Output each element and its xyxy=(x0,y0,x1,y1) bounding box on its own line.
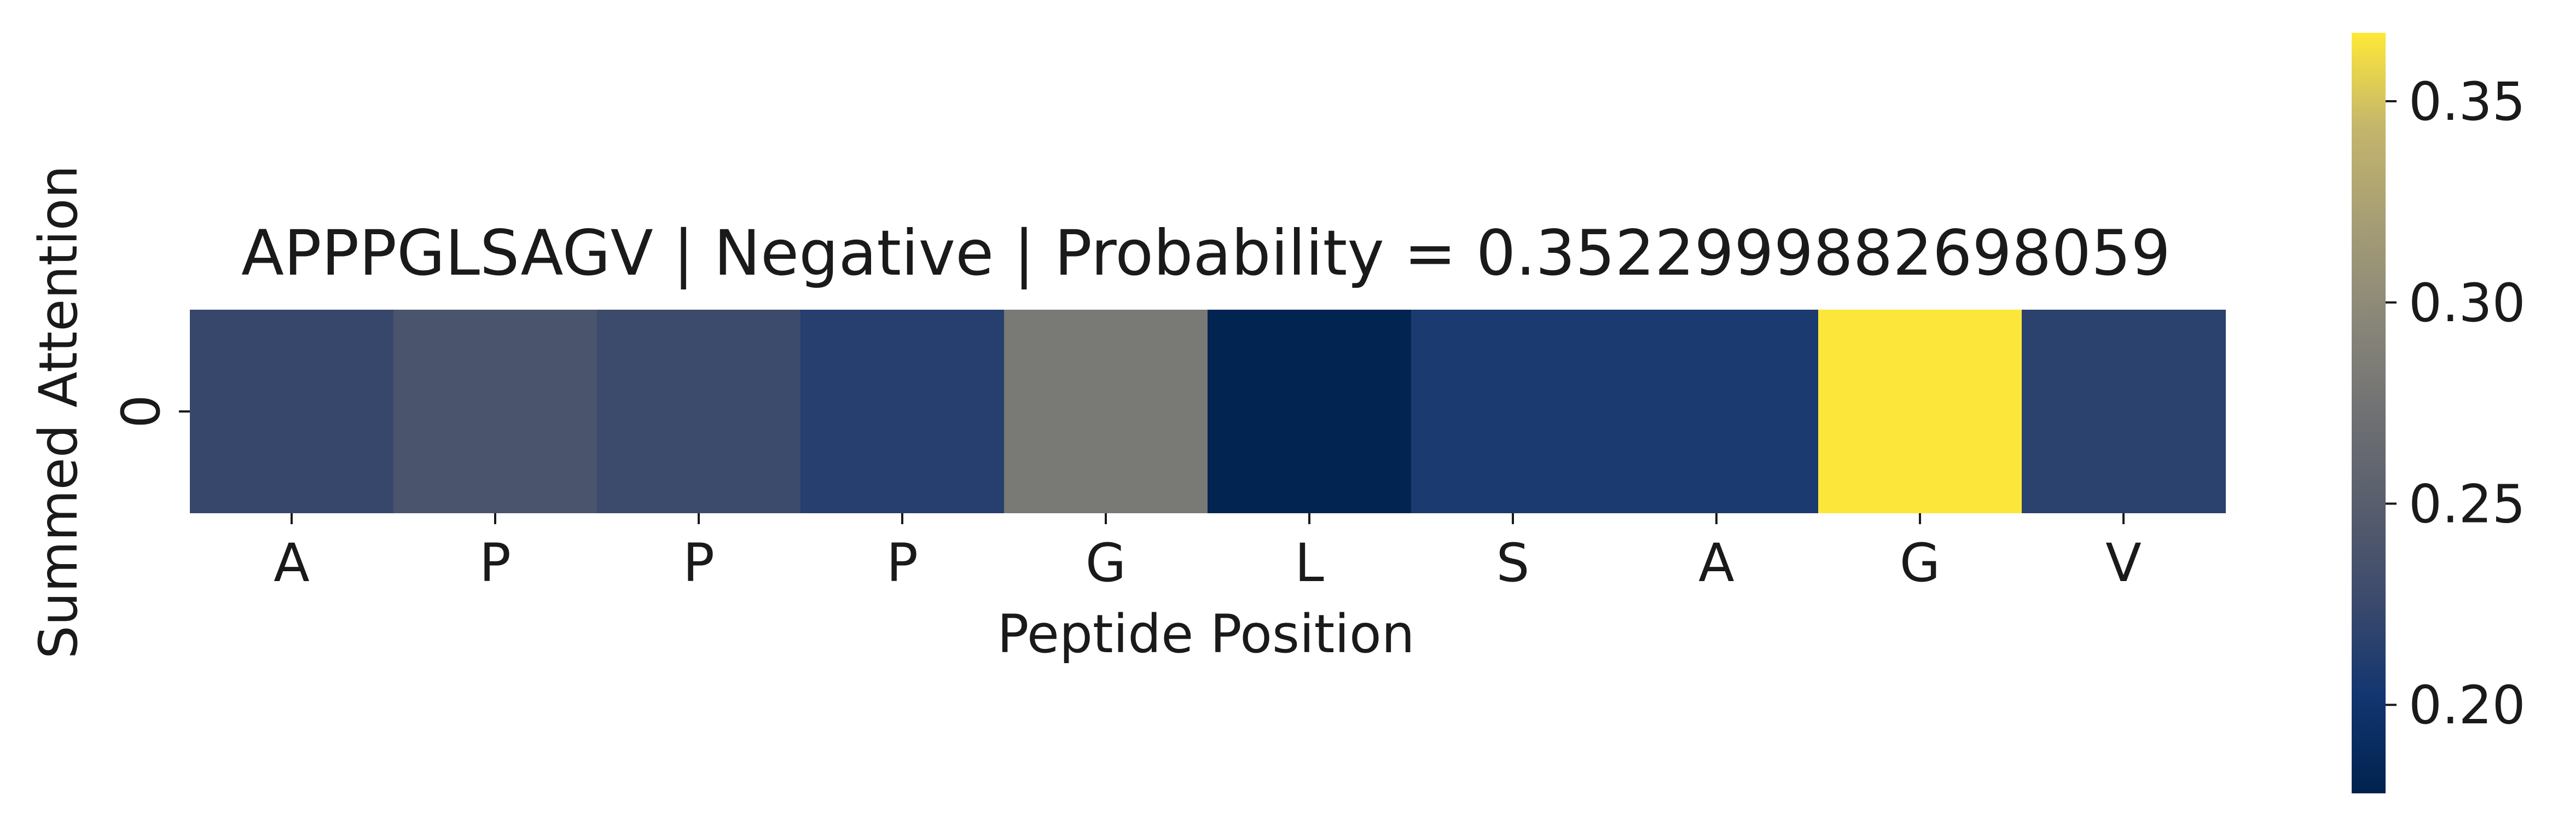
x-tick-label: L xyxy=(1295,532,1324,594)
heatmap-cell xyxy=(1208,310,1412,513)
x-tick-label: A xyxy=(274,532,310,594)
x-axis-label: Peptide Position xyxy=(997,604,1414,665)
colorbar-ticks: 0.20 0.25 0.30 0.35 xyxy=(2386,71,2526,736)
heatmap-cell xyxy=(1615,310,1819,513)
x-tick-label: V xyxy=(2105,532,2142,594)
x-tick-label: P xyxy=(886,532,918,594)
x-tick-label: G xyxy=(1086,532,1126,594)
x-tick-label: G xyxy=(1900,532,1940,594)
heatmap-cell xyxy=(2022,310,2226,513)
colorbar-tick-label: 0.35 xyxy=(2409,71,2526,132)
y-tick-labels: 0 xyxy=(111,394,190,428)
heatmap-cell xyxy=(393,310,597,513)
heatmap-cell xyxy=(1411,310,1615,513)
heatmap-cell xyxy=(800,310,1005,513)
x-tick-label: P xyxy=(683,532,715,594)
chart-title: APPPGLSAGV | Negative | Probability = 0.… xyxy=(241,217,2171,289)
x-tick-label: A xyxy=(1698,532,1734,594)
y-tick-label: 0 xyxy=(111,394,172,428)
colorbar-tick-label: 0.20 xyxy=(2409,675,2526,736)
heatmap-cell xyxy=(1818,310,2022,513)
heatmap-cell xyxy=(1004,310,1208,513)
colorbar xyxy=(2352,33,2386,793)
heatmap-cells xyxy=(190,310,2226,513)
heatmap-cell xyxy=(597,310,801,513)
colorbar-tick-label: 0.30 xyxy=(2409,272,2526,334)
y-axis-label: Summed Attention xyxy=(28,165,89,659)
x-tick-label: S xyxy=(1496,532,1530,594)
heatmap-cell xyxy=(190,310,394,513)
colorbar-tick-label: 0.25 xyxy=(2409,473,2526,535)
x-tick-label: P xyxy=(479,532,511,594)
